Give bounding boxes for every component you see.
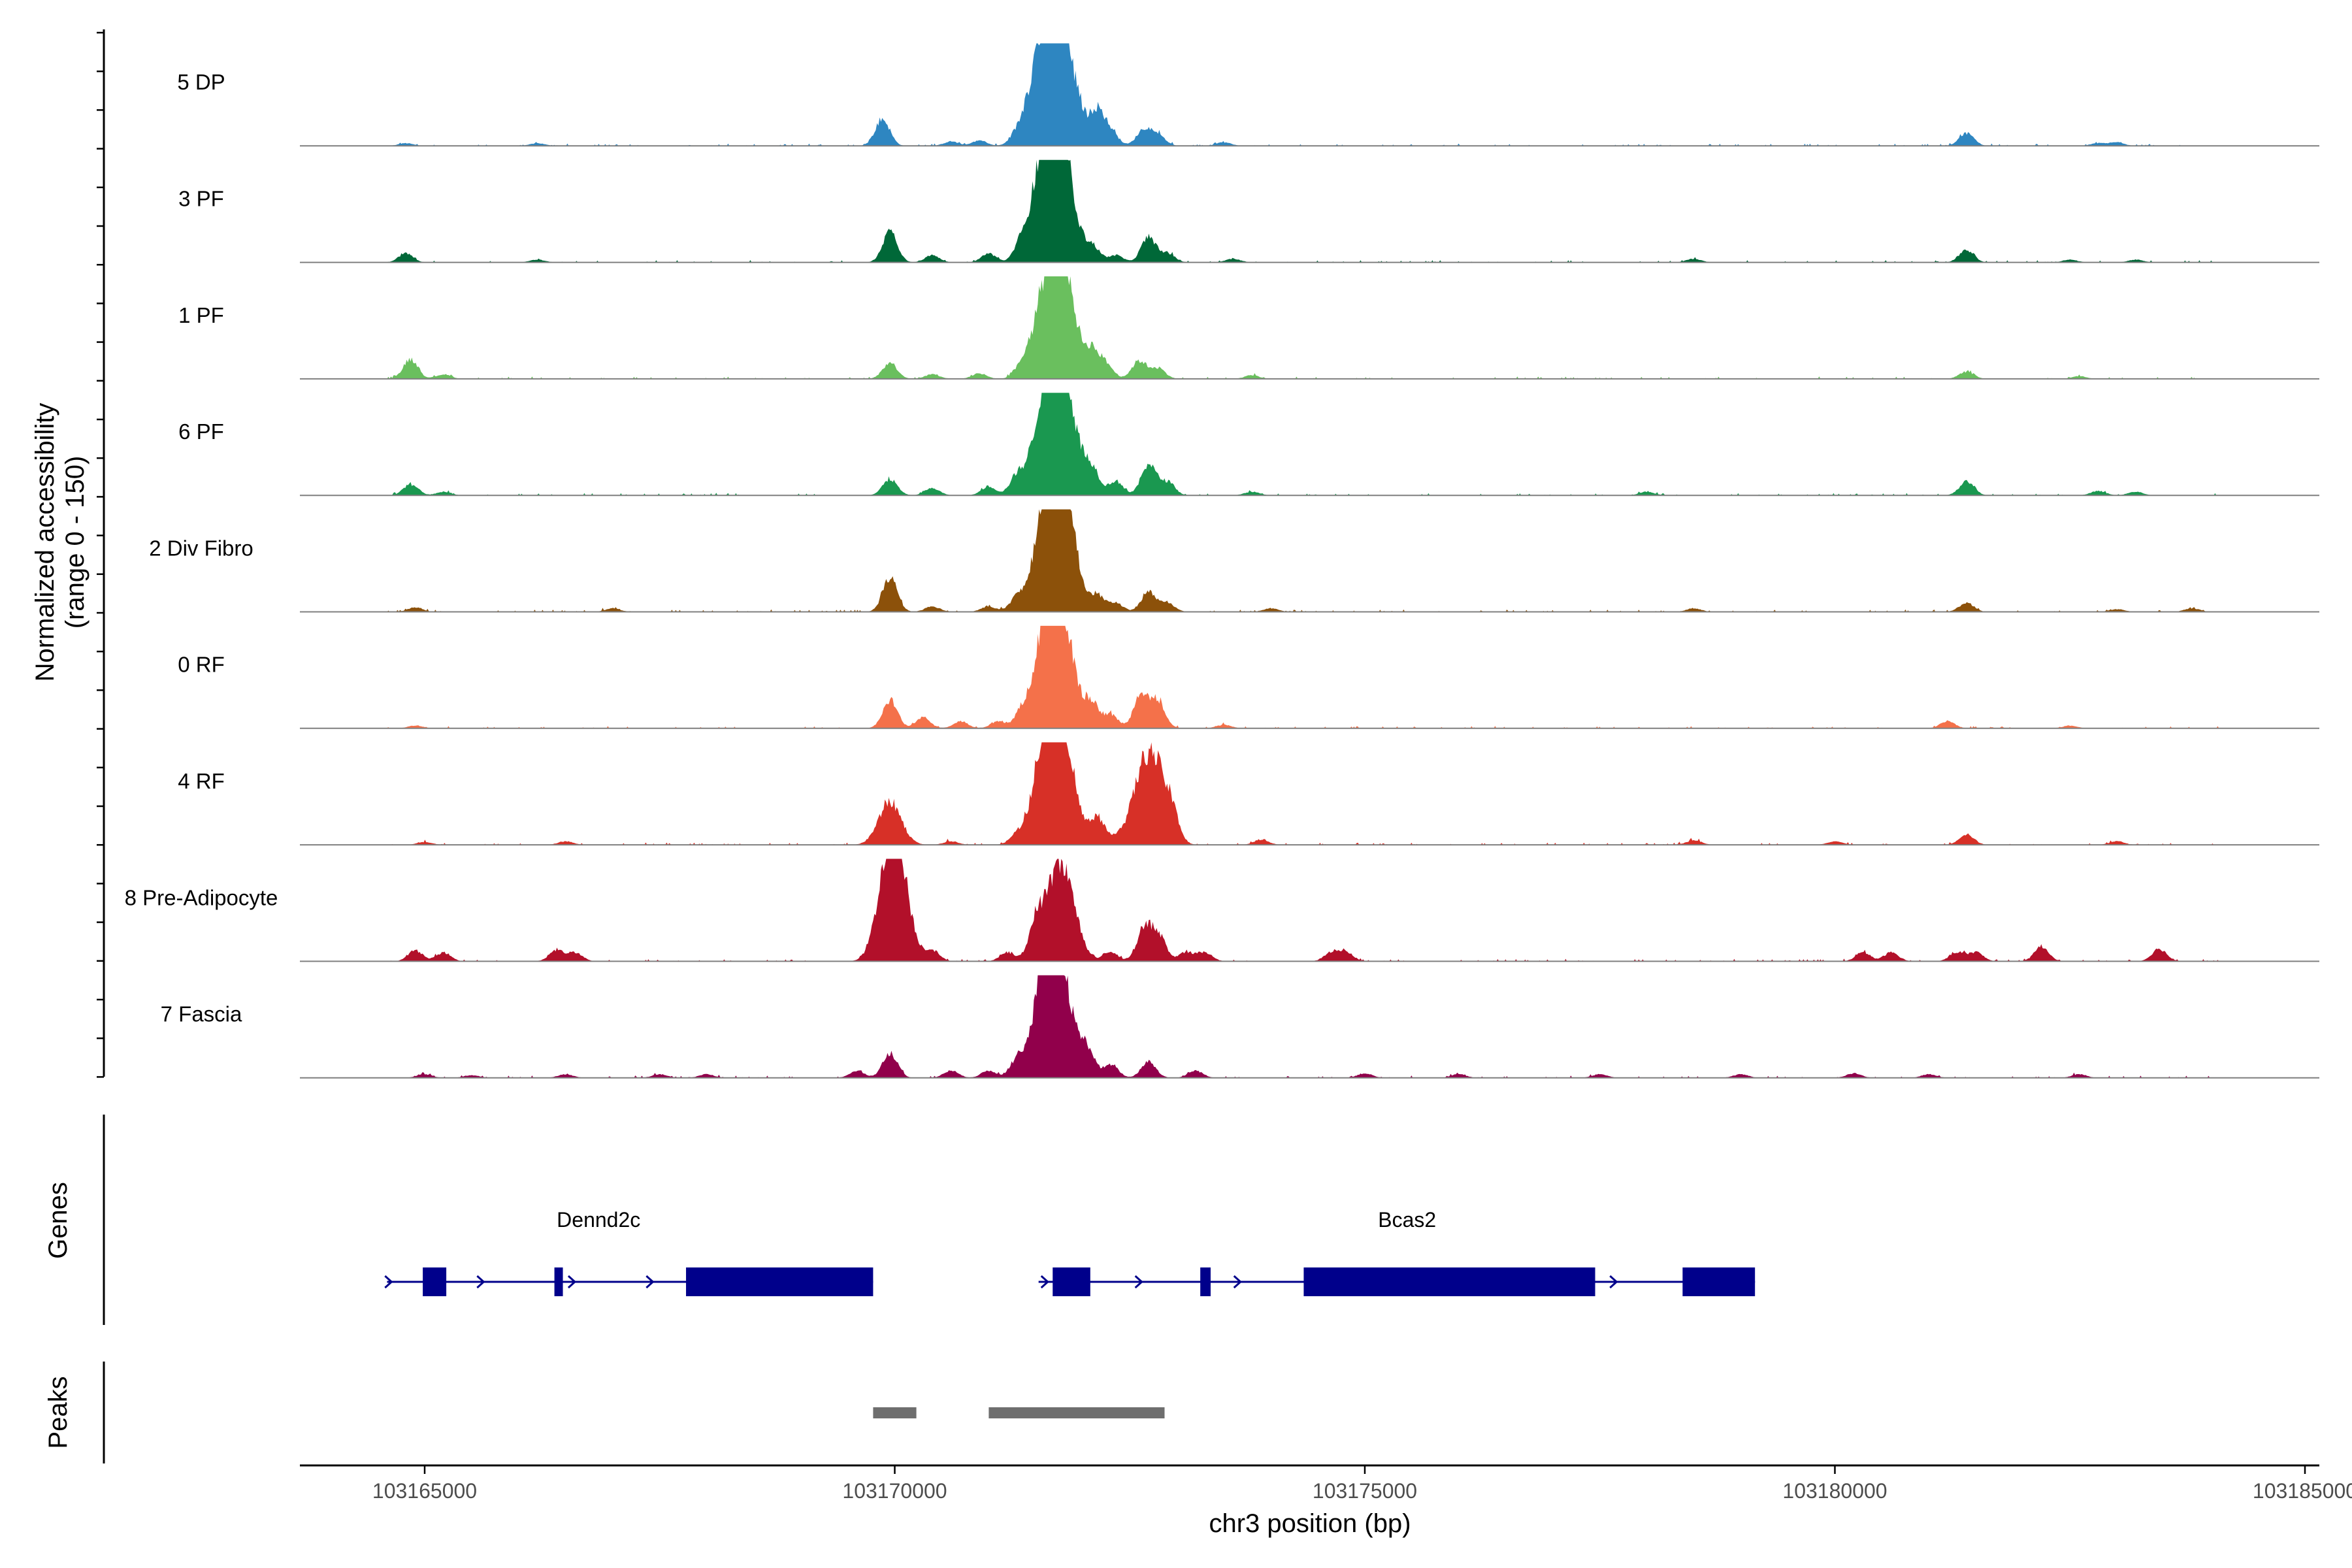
track-label: 7 Fascia [161,1002,242,1026]
track-2-div-fibro: 2 Div Fibro [149,509,2319,613]
track-label: 8 Pre-Adipocyte [125,885,278,909]
track-6-pf: 6 PF [178,393,2319,497]
track-label: 3 PF [178,187,224,211]
x-axis-ticks: 103165000 103170000 103175000 103180000 1031… [372,1465,2352,1503]
track-8-pre-adipocyte: 8 Pre-Adipocyte [125,858,2319,962]
gene-exon [686,1267,874,1296]
strand-arrow [645,1275,655,1289]
gene-exon [1682,1267,1756,1296]
coverage-area [387,625,2221,728]
track-4-rf: 4 RF [178,742,2319,846]
strand-arrow [567,1275,577,1289]
track-0-rf: 0 RF [178,625,2319,729]
genes-axis-title: Genes [44,1182,73,1259]
track-label: 2 Div Fibro [149,536,253,560]
gene-label: Dennd2c [557,1208,640,1232]
track-label: 5 DP [177,70,225,94]
coverage-tracks: 5 DP 3 PF 1 PF 6 PF 2 Div Fibro 0 RF 4 RF 8 Pre… [125,43,2319,1079]
coverage-area [387,159,2221,263]
track-label: 6 PF [178,419,224,444]
y-tick-marks [97,31,104,1078]
gene-annotations: Dennd2c Bcas2 [384,1208,1756,1296]
track-5-dp: 5 DP [177,43,2319,147]
gene-bcas2: Bcas2 [1038,1208,1756,1296]
x-tick-label: 103175000 [1313,1479,1417,1503]
peak-region-bar [873,1407,917,1418]
track-label: 1 PF [178,303,224,327]
x-tick-label: 103170000 [842,1479,947,1503]
gene-dennd2c: Dennd2c [384,1208,874,1296]
strand-arrow [476,1275,485,1289]
strand-arrow [384,1275,393,1289]
coverage-area [387,509,2221,612]
peak-regions [873,1407,1165,1418]
y-axis-title-line1: Normalized accessibility [31,403,59,682]
coverage-area [387,858,2221,962]
track-3-pf: 3 PF [178,159,2319,263]
gene-label: Bcas2 [1378,1208,1436,1232]
strand-arrow [1233,1275,1242,1289]
coverage-area [387,43,2221,146]
track-label: 0 RF [178,653,225,677]
strand-arrow [1609,1275,1618,1289]
gene-exon [1053,1267,1090,1296]
track-label: 4 RF [178,769,225,793]
peaks-axis-title: Peaks [44,1376,73,1448]
coverage-area [387,975,2221,1078]
coverage-area [387,393,2221,496]
coverage-area [387,276,2221,379]
y-axis-title-line2: (range 0 - 150) [61,456,90,629]
peak-region-bar [988,1407,1165,1418]
x-axis-title: chr3 position (bp) [1209,1509,1411,1538]
x-tick-label: 103165000 [372,1479,477,1503]
strand-arrow [1134,1275,1143,1289]
strand-arrow [1040,1275,1049,1289]
gene-exon [1200,1267,1211,1296]
coverage-area [387,742,2221,845]
gene-exon [423,1267,447,1296]
gene-exon [1303,1267,1595,1296]
track-1-pf: 1 PF [178,276,2319,380]
x-tick-label: 103185000 [2253,1479,2352,1503]
x-tick-label: 103180000 [1782,1479,1887,1503]
track-7-fascia: 7 Fascia [161,975,2319,1079]
gene-exon [554,1267,563,1296]
